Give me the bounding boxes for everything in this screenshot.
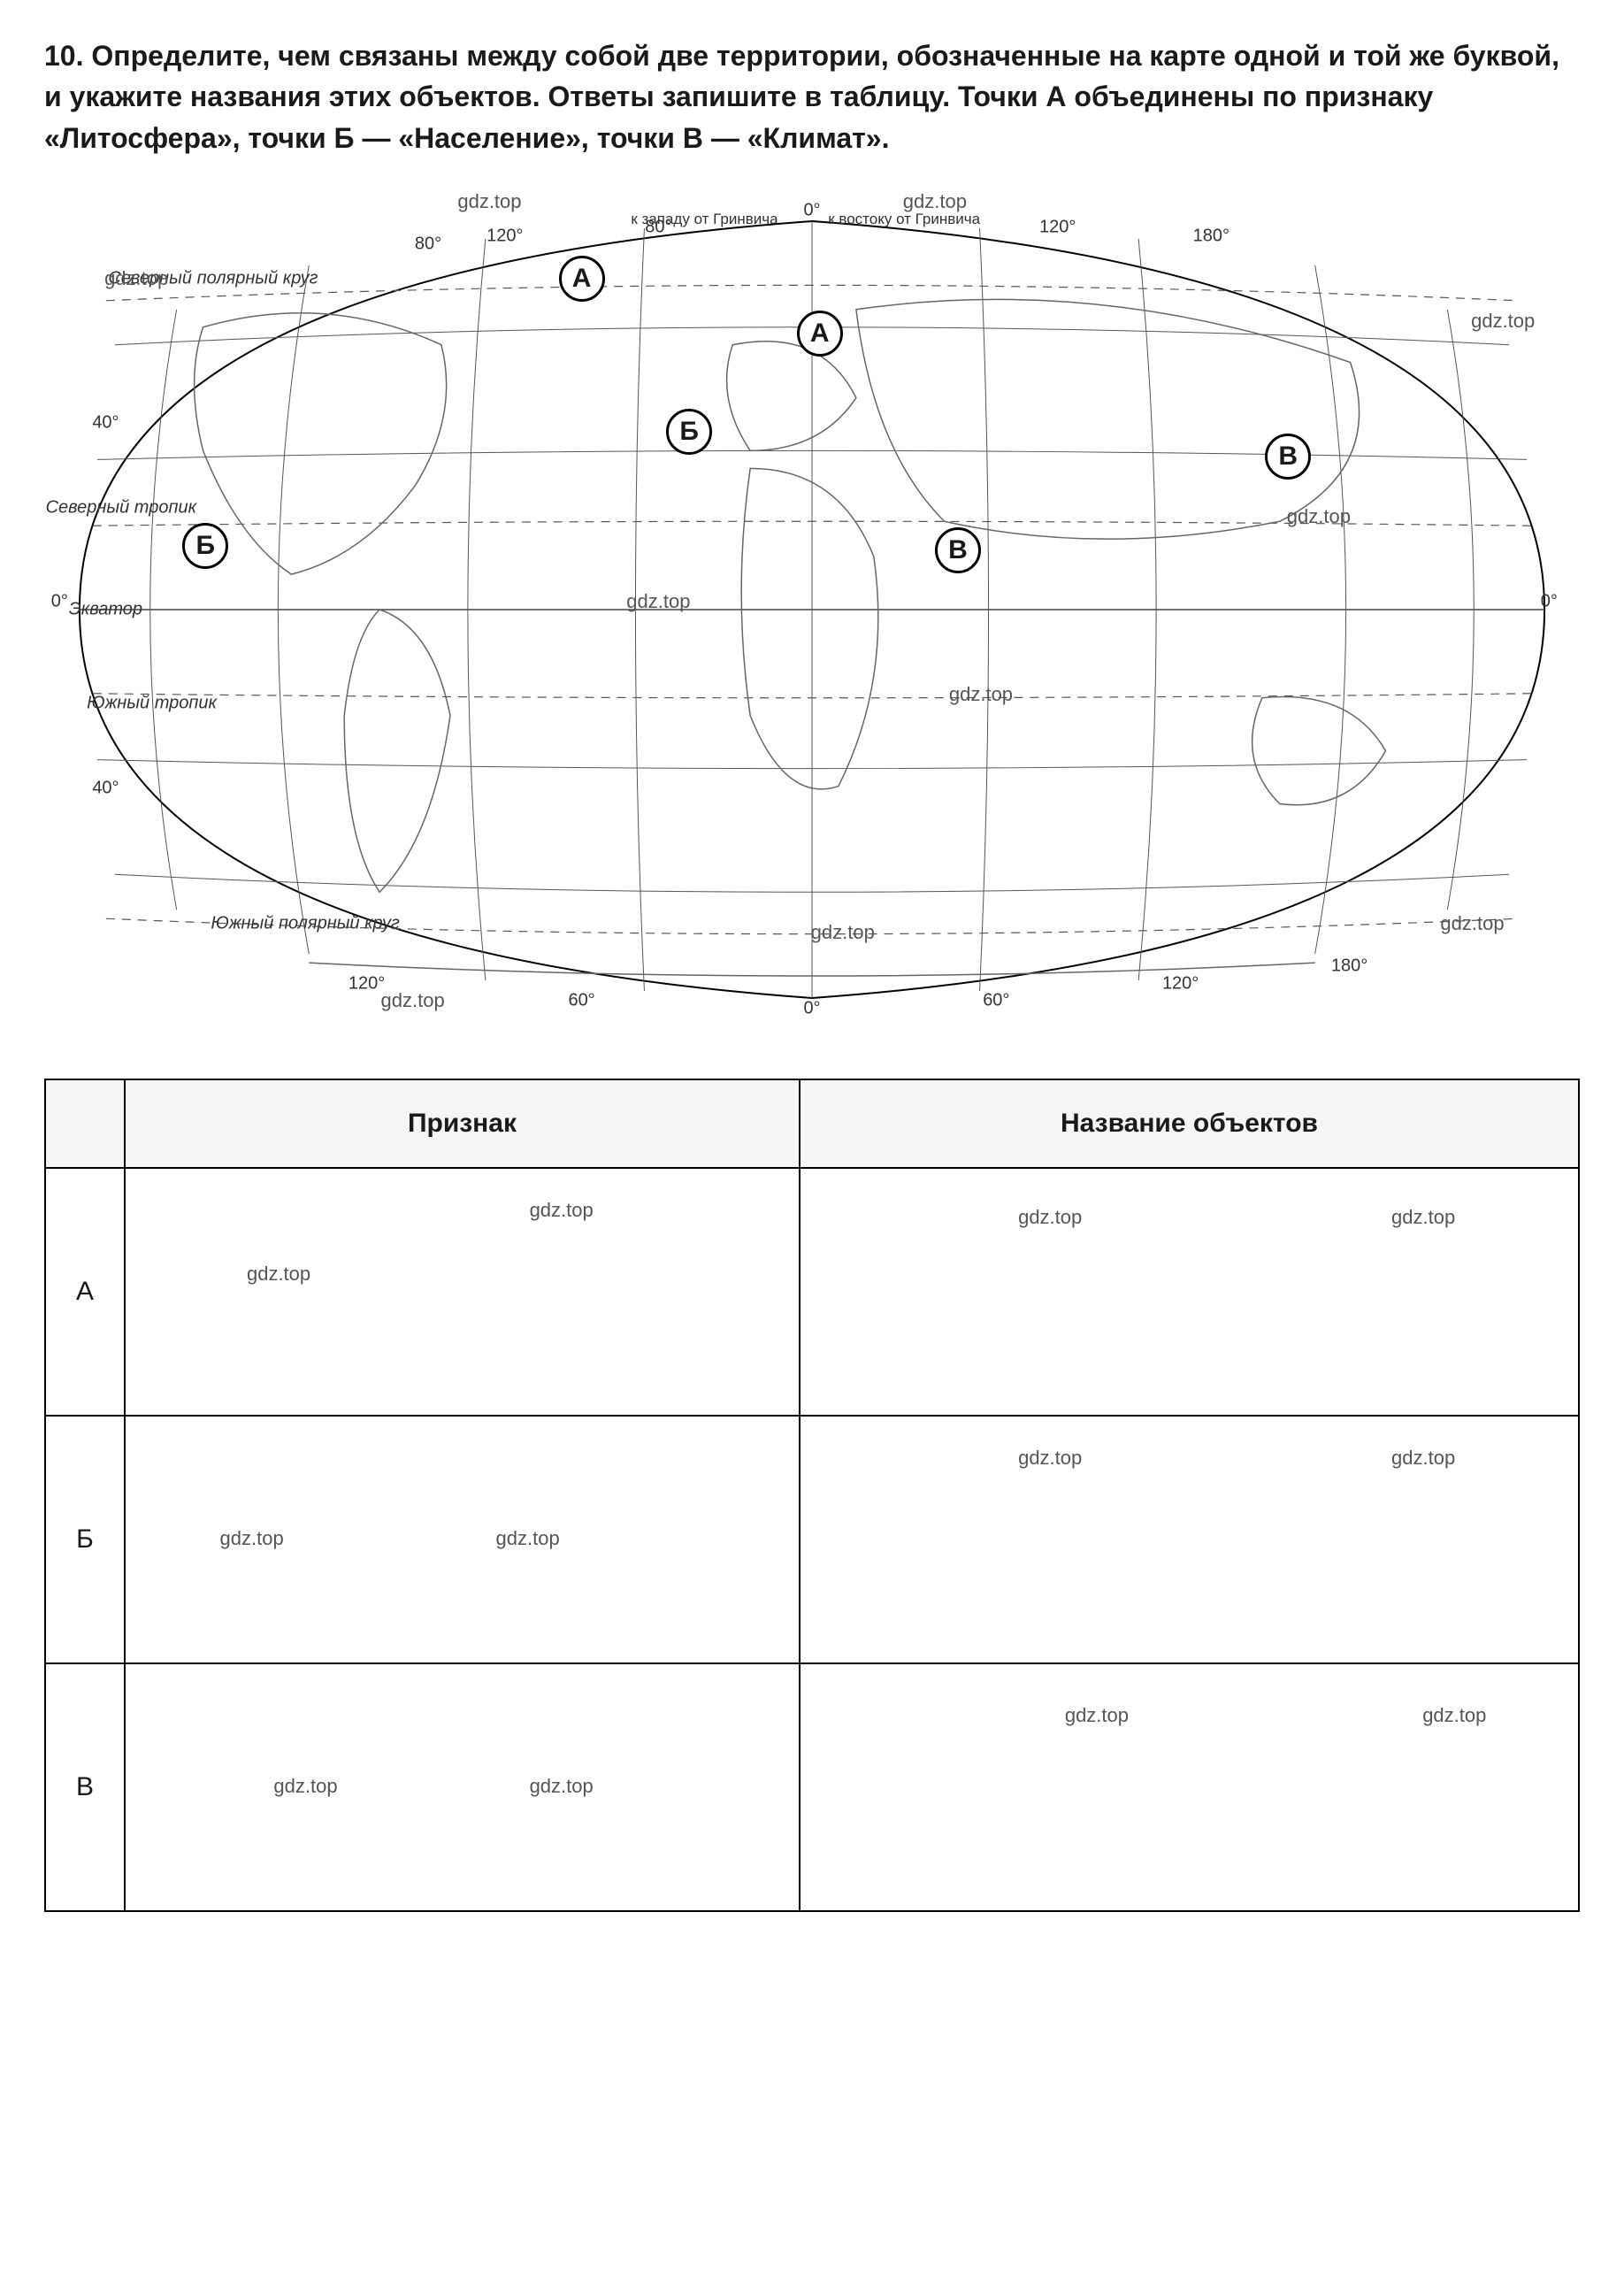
marker-a-2: А	[797, 311, 843, 357]
watermark: gdz.top	[530, 1775, 594, 1798]
watermark: gdz.top	[1422, 1704, 1486, 1727]
row-b-label: Б	[45, 1416, 125, 1663]
watermark: gdz.top	[1440, 912, 1504, 935]
watermark: gdz.top	[530, 1199, 594, 1222]
row-c-feature[interactable]: gdz.top gdz.top	[125, 1663, 800, 1911]
watermark: gdz.top	[626, 590, 690, 613]
marker-v-1: В	[935, 527, 981, 573]
lat-label: 80°	[415, 234, 441, 255]
lat-label: 40°	[92, 778, 119, 798]
header-feature: Признак	[125, 1079, 800, 1168]
row-a-label: А	[45, 1168, 125, 1416]
watermark: gdz.top	[104, 267, 168, 290]
watermark: gdz.top	[1018, 1206, 1082, 1229]
lon-bottom: 60°	[983, 990, 1009, 1010]
table-row: А gdz.top gdz.top gdz.top gdz.top	[45, 1168, 1579, 1416]
label-north-tropic: Северный тропик	[46, 497, 196, 518]
watermark: gdz.top	[457, 190, 521, 213]
label-equator: Экватор	[69, 600, 142, 620]
table-row: Б gdz.top gdz.top gdz.top gdz.top	[45, 1416, 1579, 1663]
lon-label: 0°	[803, 200, 820, 220]
table-row: В gdz.top gdz.top gdz.top gdz.top	[45, 1663, 1579, 1911]
lon-bottom: 180°	[1331, 956, 1367, 977]
task-text: 10. Определите, чем связаны между собой …	[44, 35, 1580, 158]
label-south-tropic: Южный тропик	[87, 693, 217, 713]
watermark: gdz.top	[1018, 1447, 1082, 1470]
lon-bottom: 60°	[568, 990, 594, 1010]
lon-bottom: 0°	[803, 999, 820, 1019]
watermark: gdz.top	[811, 921, 875, 944]
world-map: Северный полярный круг Северный тропик Э…	[44, 185, 1580, 1034]
lon-bottom: 120°	[349, 973, 385, 994]
watermark: gdz.top	[220, 1527, 284, 1550]
marker-b-1: Б	[666, 409, 712, 455]
lon-label: 120°	[486, 226, 523, 246]
marker-v-2: В	[1265, 434, 1311, 480]
watermark: gdz.top	[1287, 505, 1351, 528]
watermark: gdz.top	[1391, 1447, 1455, 1470]
watermark: gdz.top	[1065, 1704, 1129, 1727]
lat-label: 40°	[92, 412, 119, 433]
table-header-row: Признак Название объектов	[45, 1079, 1579, 1168]
lat-label-right: 0°	[1541, 591, 1558, 611]
row-a-feature[interactable]: gdz.top gdz.top	[125, 1168, 800, 1416]
lon-bottom: 120°	[1162, 973, 1199, 994]
header-names: Название объектов	[800, 1079, 1579, 1168]
watermark: gdz.top	[1391, 1206, 1455, 1229]
answer-table: Признак Название объектов А gdz.top gdz.…	[44, 1079, 1580, 1912]
watermark: gdz.top	[496, 1527, 560, 1550]
lat-label: 0°	[51, 591, 68, 611]
lon-label: 80°	[645, 218, 671, 238]
watermark: gdz.top	[273, 1775, 337, 1798]
marker-b-2: Б	[182, 523, 228, 569]
watermark: gdz.top	[903, 190, 967, 213]
watermark: gdz.top	[1471, 310, 1535, 333]
task-number: 10.	[44, 40, 83, 72]
label-antarctic-circle: Южный полярный круг	[211, 914, 400, 934]
row-c-names[interactable]: gdz.top gdz.top	[800, 1663, 1579, 1911]
task-body: Определите, чем связаны между собой две …	[44, 40, 1559, 154]
lon-label: 180°	[1193, 226, 1229, 246]
row-c-label: В	[45, 1663, 125, 1911]
marker-a-1: А	[559, 256, 605, 302]
header-blank	[45, 1079, 125, 1168]
lon-label: 120°	[1039, 218, 1076, 238]
row-b-names[interactable]: gdz.top gdz.top	[800, 1416, 1579, 1663]
row-a-names[interactable]: gdz.top gdz.top	[800, 1168, 1579, 1416]
watermark: gdz.top	[949, 683, 1013, 706]
watermark: gdz.top	[247, 1263, 310, 1286]
row-b-feature[interactable]: gdz.top gdz.top	[125, 1416, 800, 1663]
watermark: gdz.top	[381, 989, 445, 1012]
